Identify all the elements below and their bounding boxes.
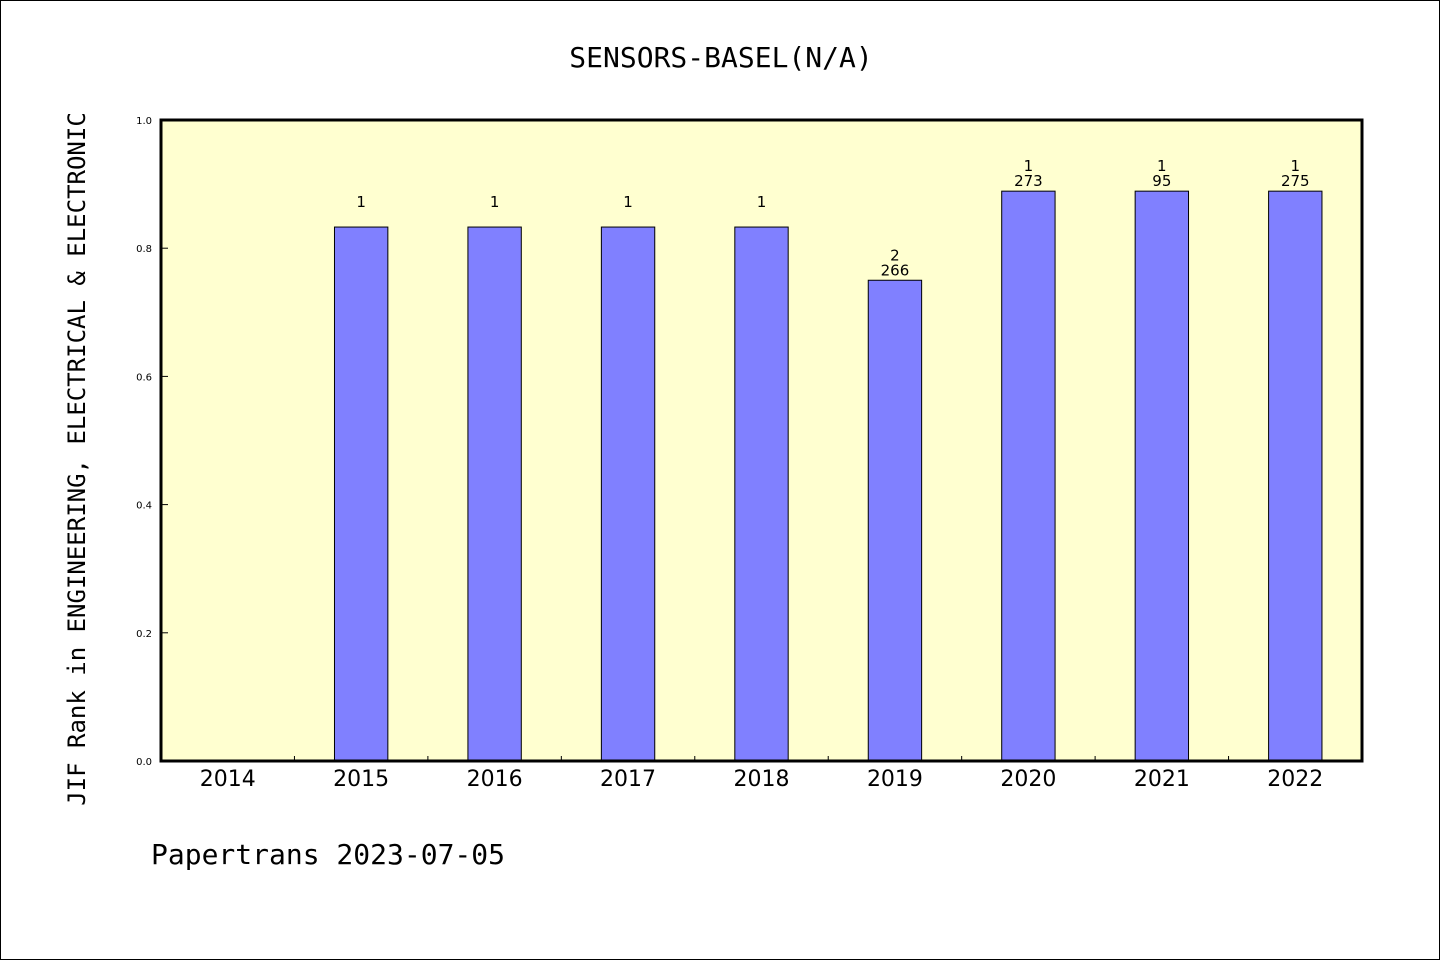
x-tick-label: 2021 [1134,767,1190,792]
x-tick-label: 2020 [1000,767,1056,792]
x-tick-label: 2014 [200,767,256,792]
x-axis-ticks: 2014 2015 2016 2017 2018 2019 2020 2021 2022 [200,756,1323,792]
bar-rank-label: 1 [1024,157,1034,175]
y-tick-label: 0.0 [136,757,152,768]
bar-total-label: 266 [881,261,910,279]
bar-2020 [1001,190,1056,762]
x-tick-label: 2018 [734,767,790,792]
bar-2017 [600,226,656,762]
bar-rank-label: 1 [1291,157,1301,175]
y-tick-label: 0.6 [136,372,152,383]
bar-rank-label: 2 [890,246,900,264]
bar-2015 [333,226,389,762]
bar-2016 [467,226,522,762]
bar-rank-label: 1 [623,193,633,211]
bar-total-label: 273 [1014,172,1043,190]
bar-rank-label: 1 [356,193,366,211]
bar-total-label: 275 [1281,172,1310,190]
bar-2019 [867,279,923,762]
x-tick-label: 2019 [867,767,923,792]
y-tick-label: 1.0 [136,116,152,127]
x-tick-label: 2017 [600,767,656,792]
bars-layer [333,190,1323,762]
bar-rank-label: 1 [1157,157,1167,175]
x-tick-label: 2022 [1267,767,1323,792]
bar-rank-label: 1 [757,193,767,211]
bar-2022 [1268,190,1323,762]
x-tick-label: 2015 [333,767,389,792]
bar-2021 [1134,190,1190,762]
y-tick-label: 0.2 [136,629,152,640]
plot-frame [159,118,1364,763]
chart-title: SENSORS-BASEL(N/A) [569,41,872,74]
footer-source-date: Papertrans 2023-07-05 [151,838,505,871]
y-axis-label: JIF Rank in ENGINEERING, ELECTRICAL & EL… [63,112,91,806]
y-tick-label: 0.8 [136,244,152,255]
x-tick-label: 2016 [467,767,523,792]
bar-total-label: 95 [1152,172,1171,190]
bar-rank-label: 1 [490,193,500,211]
y-tick-label: 0.4 [136,501,152,512]
bar-2018 [734,226,789,762]
